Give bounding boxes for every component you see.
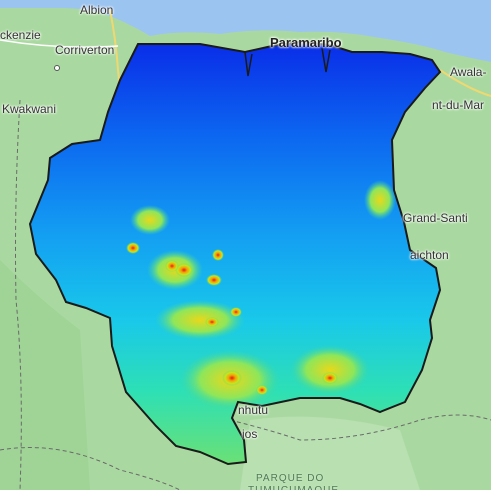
land-shade-west [0,260,90,490]
boundary-line [229,414,491,441]
place-label-mackenzie[interactable]: ckenzie [0,28,41,42]
place-label-albion[interactable]: Albion [80,3,114,17]
river-mouth [244,51,253,77]
park-label-2[interactable]: TUMUCUMAQUE [248,485,339,490]
boundary-line [0,447,181,490]
place-label-awala[interactable]: Awala- [450,65,487,79]
ocean-area [0,0,491,62]
river-mouth [321,47,331,73]
road-line [0,39,119,48]
place-label-anhutu[interactable]: nhutu [238,403,269,417]
place-label-maripasoula[interactable]: aichton [410,248,449,262]
place-label-saint-du-maroni[interactable]: nt-du-Mar [432,98,485,112]
place-label-kwakwani[interactable]: Kwakwani [2,102,57,116]
city-dot [54,65,60,71]
boundary-line [15,99,22,490]
road-line [439,69,491,97]
place-label-tios[interactable]: ios [242,427,258,441]
country-border [28,40,442,466]
park-label[interactable]: PARQUE DO [256,473,325,484]
place-label-corriverton[interactable]: Corriverton [55,43,115,57]
place-label-paramaribo[interactable]: Paramaribo [270,35,342,50]
place-label-grand-santi[interactable]: Grand-Santi [403,211,468,225]
